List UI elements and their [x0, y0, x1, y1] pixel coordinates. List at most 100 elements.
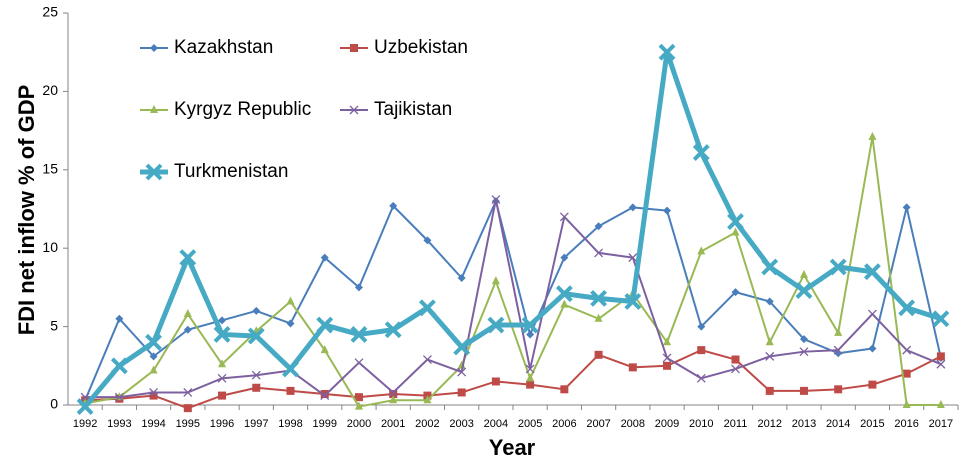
marker: [526, 373, 535, 382]
marker: [457, 273, 466, 282]
marker: [662, 353, 672, 363]
marker: [628, 203, 637, 212]
marker: [354, 358, 364, 368]
marker: [731, 288, 740, 297]
marker: [423, 236, 432, 245]
marker: [115, 314, 124, 323]
marker: [526, 330, 535, 339]
series-line: [84, 200, 942, 401]
marker: [697, 346, 706, 355]
marker: [868, 344, 877, 353]
marker: [902, 400, 911, 408]
marker: [663, 206, 672, 215]
marker: [218, 391, 227, 400]
legend-label: Kazakhstan: [174, 37, 273, 58]
marker: [183, 309, 192, 318]
marker: [150, 44, 158, 52]
marker: [491, 276, 500, 285]
x-tick-label: 1994: [141, 418, 165, 430]
x-tick-label: 2004: [484, 418, 508, 430]
marker: [868, 131, 877, 140]
marker: [868, 380, 877, 389]
marker: [218, 359, 227, 368]
marker: [252, 306, 261, 315]
x-tick-label: 1999: [312, 418, 336, 430]
marker: [765, 386, 774, 395]
marker: [628, 253, 638, 263]
marker: [320, 391, 330, 401]
x-tick-label: 1997: [244, 418, 268, 430]
marker: [149, 365, 158, 374]
x-tick-label: 2013: [792, 418, 816, 430]
marker: [594, 350, 603, 359]
marker: [829, 258, 847, 276]
marker: [286, 319, 295, 328]
x-tick-label: 2011: [724, 418, 748, 430]
marker: [320, 253, 329, 262]
marker: [663, 337, 672, 346]
marker: [183, 404, 192, 413]
marker: [731, 355, 740, 364]
x-tick-label: 2012: [757, 418, 781, 430]
y-tick-label: 25: [42, 4, 58, 20]
marker: [354, 283, 363, 292]
x-tick-label: 1996: [210, 418, 234, 430]
x-tick-label: 2008: [621, 418, 645, 430]
marker: [628, 363, 637, 372]
legend-label: Uzbekistan: [374, 37, 468, 58]
marker: [179, 249, 197, 267]
x-tick-label: 2000: [347, 418, 371, 430]
marker: [697, 246, 706, 255]
marker: [594, 222, 603, 231]
marker: [114, 392, 124, 402]
marker: [932, 310, 950, 328]
marker: [765, 297, 774, 306]
marker: [799, 386, 808, 395]
marker: [150, 105, 158, 113]
marker: [491, 195, 501, 205]
marker: [389, 201, 398, 210]
marker: [252, 383, 261, 392]
marker: [423, 395, 432, 404]
marker: [247, 327, 265, 345]
x-tick-label: 1995: [176, 418, 200, 430]
marker: [286, 296, 295, 305]
x-axis-title: Year: [489, 435, 536, 460]
marker: [354, 393, 363, 402]
marker: [149, 387, 159, 397]
y-tick-label: 20: [42, 82, 58, 98]
marker: [76, 398, 94, 415]
marker: [487, 316, 505, 334]
marker: [110, 357, 128, 375]
marker: [217, 373, 227, 383]
x-tick-label: 2016: [894, 418, 918, 430]
x-tick-label: 2009: [655, 418, 679, 430]
marker: [692, 144, 710, 161]
y-tick-label: 0: [50, 396, 58, 412]
marker: [453, 338, 471, 356]
marker: [457, 388, 466, 397]
marker: [183, 325, 192, 334]
marker: [594, 313, 603, 322]
legend-label: Turkmenistan: [174, 161, 288, 182]
marker: [149, 391, 158, 400]
marker: [389, 395, 398, 404]
marker: [765, 351, 775, 361]
y-axis-title: FDI net inflow % of GDP: [14, 85, 39, 336]
x-tick-label: 1998: [278, 418, 302, 430]
marker: [560, 385, 569, 394]
x-tick-label: 2003: [449, 418, 473, 430]
marker: [898, 299, 916, 317]
marker: [560, 299, 569, 308]
x-tick-label: 2017: [929, 418, 953, 430]
marker: [795, 282, 813, 299]
y-tick-label: 5: [50, 317, 58, 333]
series-line: [85, 198, 942, 399]
marker: [525, 364, 535, 374]
marker: [145, 163, 163, 181]
marker: [350, 326, 368, 343]
marker: [624, 293, 642, 310]
marker: [555, 285, 573, 303]
marker: [658, 43, 676, 61]
